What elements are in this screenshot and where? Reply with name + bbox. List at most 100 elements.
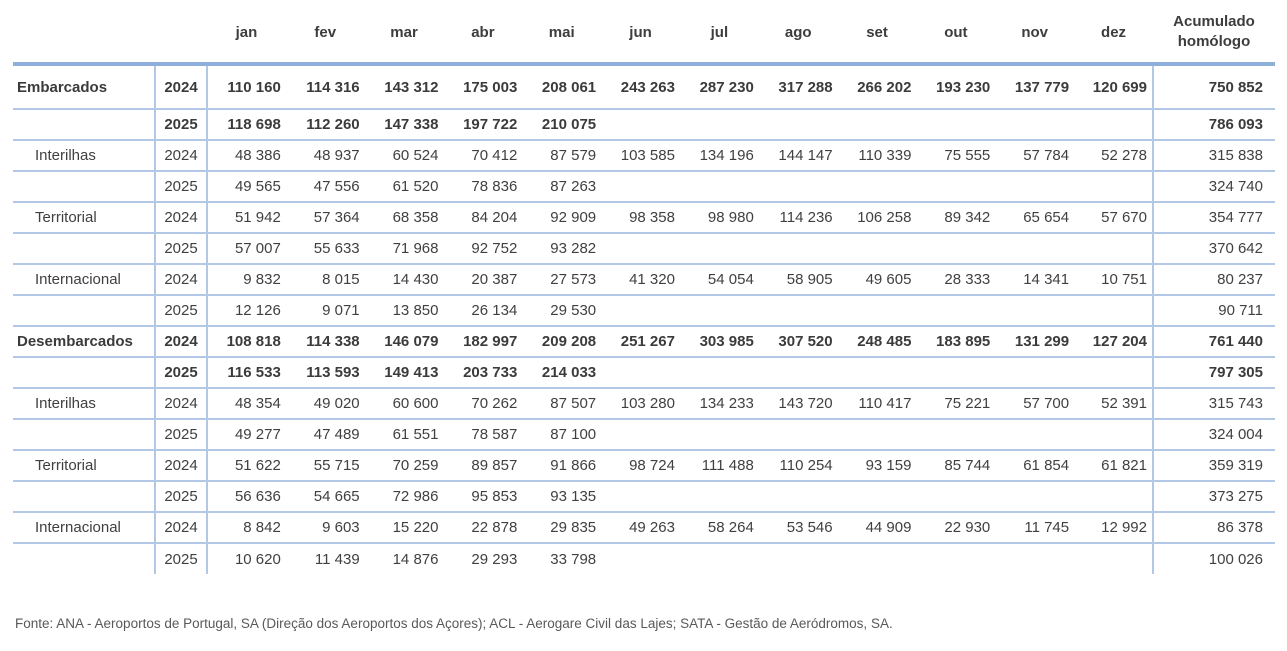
value-cell: 70 262 bbox=[443, 388, 523, 420]
year-cell: 2025 bbox=[155, 171, 208, 203]
table-row: Embarcados 2024 110 160 114 316 143 312 175 0… bbox=[13, 64, 1275, 110]
value-cell: 61 551 bbox=[364, 419, 444, 451]
value-cell bbox=[995, 109, 1075, 141]
value-cell: 266 202 bbox=[837, 64, 917, 110]
value-cell: 49 020 bbox=[285, 388, 365, 420]
value-cell: 91 866 bbox=[522, 450, 602, 482]
accumulated-cell: 797 305 bbox=[1152, 357, 1275, 389]
passenger-traffic-table: jan fev mar abr mai jun jul ago set out nov dez Acum… bbox=[13, 6, 1275, 574]
table-row: Territorial 2024 51 942 57 364 68 358 84 204 9… bbox=[13, 202, 1275, 234]
value-cell: 49 565 bbox=[207, 171, 286, 203]
accumulated-cell: 359 319 bbox=[1152, 450, 1275, 482]
table-row: 2025 12 126 9 071 13 850 26 134 29 530 90 711 bbox=[13, 295, 1275, 327]
value-cell bbox=[837, 109, 917, 141]
value-cell: 106 258 bbox=[837, 202, 917, 234]
value-cell: 29 835 bbox=[522, 512, 602, 544]
year-cell: 2024 bbox=[155, 264, 208, 296]
value-cell: 70 412 bbox=[443, 140, 523, 172]
accumulated-cell: 750 852 bbox=[1152, 64, 1275, 110]
category-cell: Interilhas bbox=[13, 388, 156, 420]
value-cell bbox=[916, 109, 996, 141]
year-cell: 2025 bbox=[155, 481, 208, 513]
value-cell bbox=[837, 419, 917, 451]
value-cell bbox=[1074, 357, 1153, 389]
value-cell bbox=[837, 357, 917, 389]
value-cell bbox=[758, 481, 838, 513]
value-cell: 208 061 bbox=[522, 64, 602, 110]
value-cell: 48 937 bbox=[285, 140, 365, 172]
value-cell: 209 208 bbox=[522, 326, 602, 358]
value-cell: 95 853 bbox=[443, 481, 523, 513]
value-cell: 11 745 bbox=[995, 512, 1075, 544]
year-cell: 2024 bbox=[155, 326, 208, 358]
value-cell bbox=[679, 109, 759, 141]
value-cell: 78 587 bbox=[443, 419, 523, 451]
value-cell: 60 600 bbox=[364, 388, 444, 420]
value-cell: 214 033 bbox=[522, 357, 602, 389]
value-cell: 51 942 bbox=[207, 202, 286, 234]
value-cell: 87 507 bbox=[522, 388, 602, 420]
value-cell bbox=[759, 543, 838, 574]
accumulated-cell: 324 004 bbox=[1152, 419, 1275, 451]
value-cell bbox=[1074, 481, 1153, 513]
accumulated-header: Acumulado homólogo bbox=[1153, 6, 1275, 66]
category-cell: Embarcados bbox=[13, 64, 156, 110]
table-row: 2025 118 698 112 260 147 338 197 722 210 075 7… bbox=[13, 109, 1275, 141]
value-cell: 93 135 bbox=[522, 481, 602, 513]
value-cell bbox=[837, 295, 917, 327]
value-cell: 10 751 bbox=[1074, 264, 1153, 296]
value-cell: 11 439 bbox=[314, 550, 360, 568]
value-cell: 12 126 bbox=[207, 295, 286, 327]
value-cell: 22 930 bbox=[916, 512, 996, 544]
category-cell: Internacional bbox=[13, 512, 156, 544]
value-cell: 92 752 bbox=[443, 233, 523, 265]
value-cell bbox=[601, 171, 680, 203]
value-cell: 87 263 bbox=[522, 171, 602, 203]
category-cell: Territorial bbox=[13, 450, 156, 482]
accumulated-cell: 786 093 bbox=[1152, 109, 1275, 141]
value-cell bbox=[995, 419, 1075, 451]
value-cell: 317 288 bbox=[758, 64, 838, 110]
value-cell: 248 485 bbox=[837, 326, 917, 358]
value-cell: 9 832 bbox=[207, 264, 286, 296]
value-cell: 307 520 bbox=[758, 326, 838, 358]
value-cell: 114 316 bbox=[285, 64, 365, 110]
category-cell bbox=[13, 109, 156, 141]
accumulated-cell: 86 378 bbox=[1152, 512, 1275, 544]
value-cell bbox=[1074, 295, 1153, 327]
month-header: jul bbox=[679, 6, 759, 66]
value-cell: 65 654 bbox=[995, 202, 1075, 234]
category-cell bbox=[13, 419, 156, 451]
value-cell: 49 277 bbox=[207, 419, 286, 451]
value-cell bbox=[995, 233, 1075, 265]
value-cell: 49 605 bbox=[837, 264, 917, 296]
year-cell: 2025 bbox=[155, 233, 208, 265]
month-header: dez bbox=[1074, 6, 1153, 66]
value-cell: 68 358 bbox=[364, 202, 444, 234]
value-cell: 27 573 bbox=[522, 264, 602, 296]
month-header: fev bbox=[285, 6, 365, 66]
value-cell: 110 417 bbox=[837, 388, 917, 420]
value-cell: 10 620 bbox=[234, 550, 281, 568]
source-note: Fonte: ANA - Aeroportos de Portugal, SA … bbox=[15, 616, 893, 631]
value-cell: 108 818 bbox=[207, 326, 286, 358]
month-header: mai bbox=[522, 6, 602, 66]
value-cell: 127 204 bbox=[1074, 326, 1153, 358]
table-row: Internacional 2024 8 842 9 603 15 220 22 878 2… bbox=[13, 512, 1275, 544]
value-cell: 8 015 bbox=[285, 264, 365, 296]
accumulated-cell: 90 711 bbox=[1152, 295, 1275, 327]
value-cell: 110 254 bbox=[758, 450, 838, 482]
value-cell: 47 489 bbox=[285, 419, 365, 451]
value-cell bbox=[838, 543, 917, 574]
value-cell: 89 342 bbox=[916, 202, 996, 234]
value-cell bbox=[837, 233, 917, 265]
category-cell bbox=[13, 543, 156, 574]
value-cell: 134 233 bbox=[679, 388, 759, 420]
value-cell bbox=[601, 357, 680, 389]
table-row: 2025 56 636 54 665 72 986 95 853 93 135 373 27… bbox=[13, 481, 1275, 513]
value-cell: 13 850 bbox=[364, 295, 444, 327]
year-cell: 2025 bbox=[155, 109, 208, 141]
value-cell: 20 387 bbox=[443, 264, 523, 296]
category-cell bbox=[13, 481, 156, 513]
